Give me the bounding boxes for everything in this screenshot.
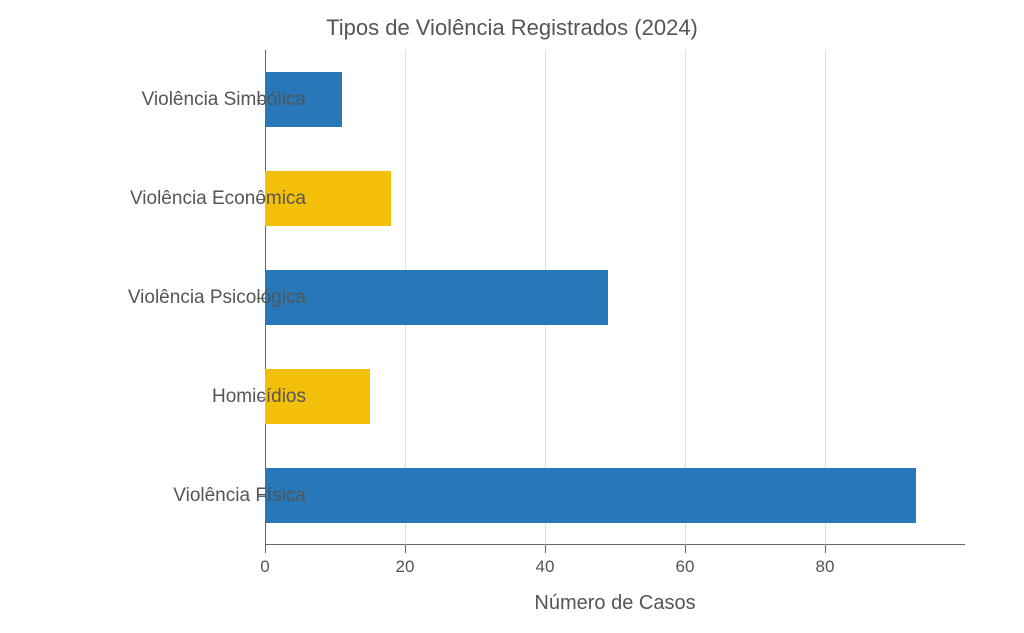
- x-tick: [825, 545, 826, 553]
- x-tick-label: 40: [536, 557, 555, 577]
- plot-area: 020406080: [265, 50, 965, 545]
- y-tick-label: Violência Simbólica: [142, 89, 306, 111]
- x-tick: [545, 545, 546, 553]
- x-tick-label: 60: [676, 557, 695, 577]
- x-axis-line: [265, 544, 965, 545]
- x-tick-label: 20: [396, 557, 415, 577]
- x-tick: [265, 545, 266, 553]
- bar: [265, 468, 916, 522]
- y-tick-label: Violência Psicológica: [128, 287, 306, 309]
- x-tick-label: 0: [260, 557, 269, 577]
- y-tick-label: Homicídios: [212, 386, 306, 408]
- x-tick: [685, 545, 686, 553]
- x-axis-label: Número de Casos: [265, 592, 965, 615]
- bar: [265, 270, 608, 324]
- chart-title: Tipos de Violência Registrados (2024): [0, 15, 1024, 41]
- y-tick-label: Violência Física: [173, 485, 306, 507]
- x-tick: [405, 545, 406, 553]
- chart-container: Tipos de Violência Registrados (2024) 02…: [0, 0, 1024, 633]
- x-tick-label: 80: [816, 557, 835, 577]
- y-tick-label: Violência Econômica: [130, 188, 306, 210]
